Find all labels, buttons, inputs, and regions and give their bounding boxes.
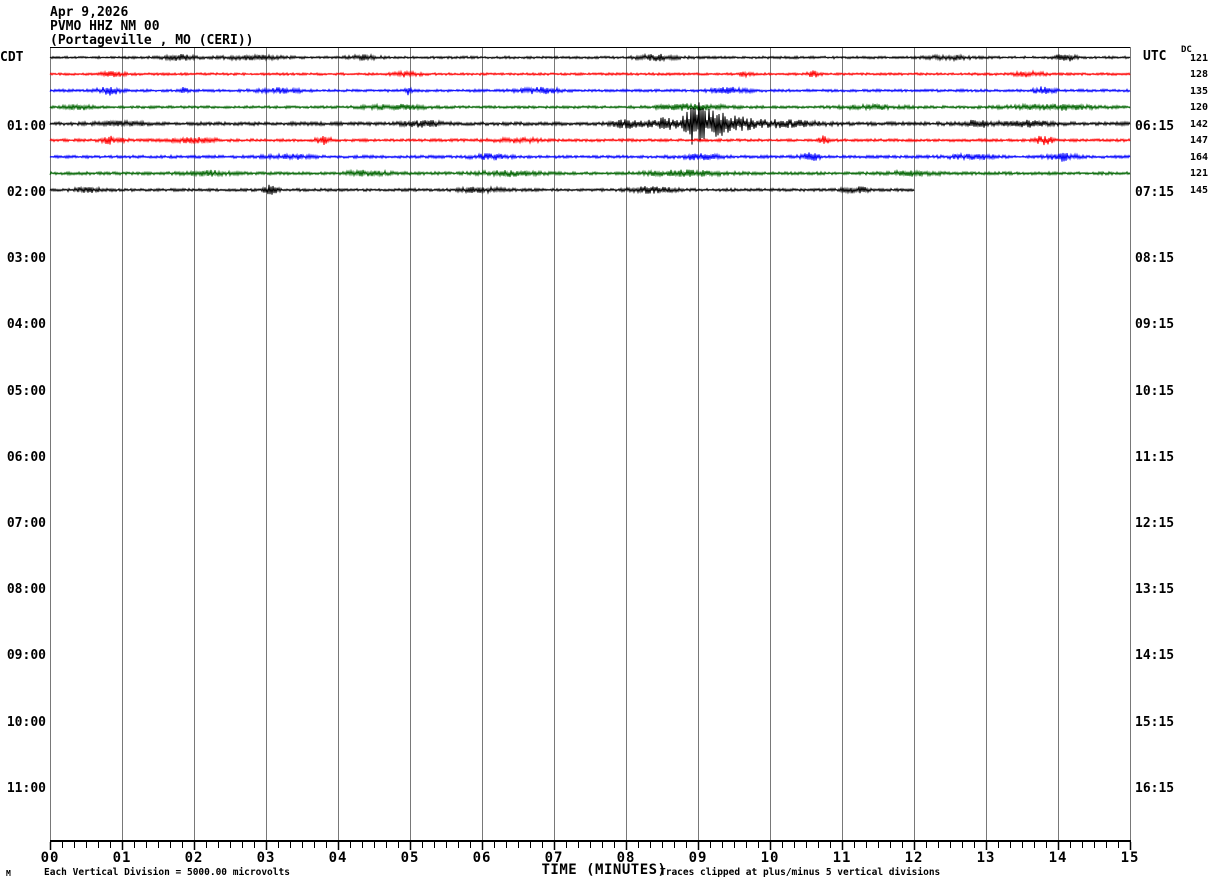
x-tick-label: 13 bbox=[976, 850, 996, 866]
x-axis-title: TIME (MINUTES) bbox=[541, 862, 667, 878]
utc-hour-label: 16:15 bbox=[1135, 780, 1175, 796]
utc-hour-label: 12:15 bbox=[1135, 515, 1175, 531]
x-tick-label: 07 bbox=[544, 850, 564, 866]
x-tick-label: 06 bbox=[472, 850, 492, 866]
utc-hour-label: 11:15 bbox=[1135, 449, 1175, 465]
corner-mark: M bbox=[6, 869, 11, 878]
header-location: (Portageville , MO (CERI)) bbox=[50, 33, 254, 48]
right-axis-label: UTC bbox=[1143, 49, 1167, 64]
trace-row-9 bbox=[49, 184, 915, 195]
utc-hour-label: 08:15 bbox=[1135, 251, 1175, 267]
dc-value: 128 bbox=[1189, 69, 1208, 81]
trace-row-7 bbox=[49, 152, 1131, 162]
dc-value: 120 bbox=[1189, 102, 1208, 114]
left-hour-labels: 01:00 02:00 03:00 04:00 05:00 06:00 07:00 08:00… bbox=[0, 0, 46, 886]
x-tick-label: 00 bbox=[40, 850, 60, 866]
x-tick-label: 04 bbox=[328, 850, 348, 866]
x-tick-label: 09 bbox=[688, 850, 708, 866]
dc-value: 121 bbox=[1189, 168, 1208, 180]
cdt-hour-label: 01:00 bbox=[6, 118, 46, 134]
left-axis-label: CDT bbox=[0, 50, 24, 65]
trace-row-6 bbox=[49, 135, 1131, 146]
x-tick-label: 08 bbox=[616, 850, 636, 866]
dc-value: 145 bbox=[1189, 184, 1208, 196]
cdt-hour-label: 06:00 bbox=[6, 449, 46, 465]
cdt-hour-label: 03:00 bbox=[6, 251, 46, 267]
utc-hour-label: 10:15 bbox=[1135, 383, 1175, 399]
cdt-hour-label: 02:00 bbox=[6, 184, 46, 200]
x-tick-label: 12 bbox=[904, 850, 924, 866]
cdt-hour-label: 11:00 bbox=[6, 780, 46, 796]
right-hour-labels: 06:15 07:15 08:15 09:15 10:15 11:15 12:15 13:15… bbox=[1135, 0, 1205, 886]
dc-value: 142 bbox=[1189, 118, 1208, 130]
utc-hour-label: 07:15 bbox=[1135, 184, 1175, 200]
dc-value: 147 bbox=[1189, 135, 1208, 147]
x-tick-label: 01 bbox=[112, 850, 132, 866]
dc-value: 121 bbox=[1189, 52, 1208, 64]
dc-values-column: 121 128 135 120 142 147 164 121 145 bbox=[1156, 0, 1208, 886]
trace-row-5 bbox=[49, 102, 1131, 145]
x-tick-label: 05 bbox=[400, 850, 420, 866]
trace-row-3 bbox=[49, 86, 1131, 96]
trace-row-1 bbox=[49, 52, 1131, 63]
x-tick-label: 14 bbox=[1048, 850, 1068, 866]
cdt-hour-label: 10:00 bbox=[6, 714, 46, 730]
footnote-clipping: Traces clipped at plus/minus 5 vertical … bbox=[660, 867, 941, 878]
trace-row-4 bbox=[49, 102, 1131, 112]
utc-hour-label: 06:15 bbox=[1135, 118, 1175, 134]
utc-hour-label: 13:15 bbox=[1135, 582, 1175, 598]
x-tick-label: 11 bbox=[832, 850, 852, 866]
trace-row-8 bbox=[49, 168, 1131, 178]
dc-value: 135 bbox=[1189, 85, 1208, 97]
utc-hour-label: 15:15 bbox=[1135, 714, 1175, 730]
cdt-hour-label: 04:00 bbox=[6, 317, 46, 333]
cdt-hour-label: 09:00 bbox=[6, 648, 46, 664]
x-tick-label: 02 bbox=[184, 850, 204, 866]
x-tick-label: 03 bbox=[256, 850, 276, 866]
dc-column-label: DC bbox=[1181, 45, 1192, 55]
cdt-hour-label: 08:00 bbox=[6, 582, 46, 598]
utc-hour-label: 09:15 bbox=[1135, 317, 1175, 333]
header-station: PVMO HHZ NM 00 bbox=[50, 19, 160, 34]
utc-hour-label: 14:15 bbox=[1135, 648, 1175, 664]
cdt-hour-label: 05:00 bbox=[6, 383, 46, 399]
footnote-vertical-division: Each Vertical Division = 5000.00 microvo… bbox=[44, 867, 290, 878]
x-tick-label: 10 bbox=[760, 850, 780, 866]
header-date: Apr 9,2026 bbox=[50, 5, 129, 20]
cdt-hour-label: 07:00 bbox=[6, 515, 46, 531]
dc-value: 164 bbox=[1189, 151, 1208, 163]
trace-row-2 bbox=[49, 69, 1131, 79]
x-tick-label: 15 bbox=[1120, 850, 1140, 866]
